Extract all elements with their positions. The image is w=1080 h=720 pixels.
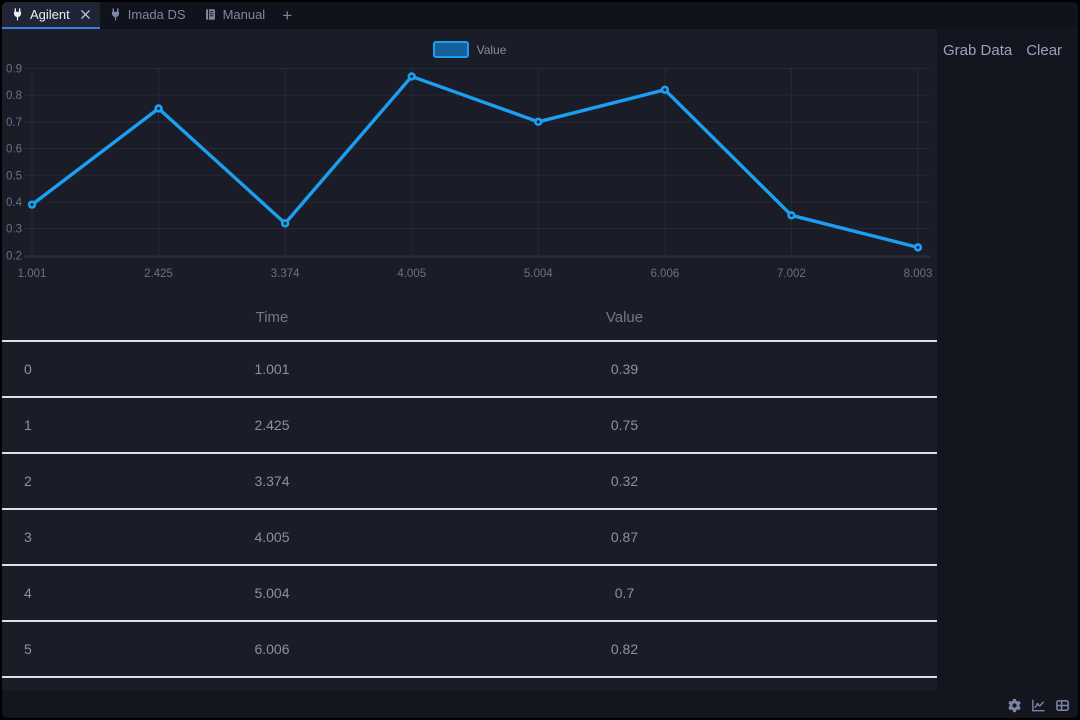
cell-value: 0.75 xyxy=(610,417,639,433)
chart-area: Value 0.2 0.3 0.4 0.5 0.6 0.7 0.8 0.9 1.001 2.425… xyxy=(2,29,937,295)
settings-icon[interactable] xyxy=(1007,698,1022,713)
table-row: 4 5.004 0.7 xyxy=(2,564,937,620)
data-point-center xyxy=(30,203,34,207)
plug-icon xyxy=(109,8,122,21)
cell-index: 4 xyxy=(24,585,32,601)
y-axis-tick-label: 0.9 xyxy=(6,63,22,75)
y-axis-tick-label: 0.2 xyxy=(6,250,22,262)
data-point-center xyxy=(157,106,161,110)
cell-value: 0.39 xyxy=(610,361,639,377)
tab-bar: Agilent Imada DS Manual + xyxy=(2,2,1078,29)
legend-swatch[interactable] xyxy=(432,41,469,58)
data-point-center xyxy=(410,74,414,78)
cell-value: 0.82 xyxy=(610,641,639,657)
x-axis-tick-label: 4.005 xyxy=(397,268,426,280)
table-row: 5 6.006 0.82 xyxy=(2,620,937,676)
data-point-center xyxy=(663,88,667,92)
add-tab-button[interactable]: + xyxy=(282,5,293,25)
x-axis-tick-label: 8.003 xyxy=(904,268,933,280)
line-chart-icon[interactable] xyxy=(1031,698,1046,713)
book-icon xyxy=(204,8,217,21)
cell-index: 5 xyxy=(24,641,32,657)
table-row: 2 3.374 0.32 xyxy=(2,452,937,508)
legend-label: Value xyxy=(476,42,507,57)
x-axis-tick-label: 2.425 xyxy=(144,268,173,280)
header-time: Time xyxy=(255,309,289,326)
data-point-center xyxy=(283,221,287,225)
table-row-partial xyxy=(2,676,937,690)
cell-time: 2.425 xyxy=(254,417,290,433)
clear-button[interactable]: Clear xyxy=(1026,42,1063,59)
x-axis-tick-label: 1.001 xyxy=(18,268,47,280)
y-axis-tick-label: 0.8 xyxy=(6,90,22,102)
y-axis-tick-label: 0.4 xyxy=(6,197,23,209)
x-axis-tick-label: 6.006 xyxy=(650,268,679,280)
data-point-center xyxy=(789,213,793,217)
cell-index: 3 xyxy=(24,529,32,545)
header-value: Value xyxy=(605,309,644,326)
tab-manual[interactable]: Manual xyxy=(195,2,275,29)
cell-value: 0.32 xyxy=(610,473,639,489)
x-axis-tick-label: 3.374 xyxy=(271,268,300,280)
cell-index: 2 xyxy=(24,473,32,489)
y-axis-tick-label: 0.5 xyxy=(6,170,22,182)
y-axis-tick-label: 0.3 xyxy=(6,224,22,236)
x-axis-tick-label: 5.004 xyxy=(524,268,553,280)
cell-time: 5.004 xyxy=(254,585,290,601)
series-line xyxy=(30,74,920,250)
table-row: 1 2.425 0.75 xyxy=(2,396,937,452)
cell-time: 6.006 xyxy=(254,641,290,657)
cell-time: 1.001 xyxy=(254,361,290,377)
plug-icon xyxy=(11,8,24,21)
table-header-row: Time Value xyxy=(2,295,937,340)
cell-value: 0.87 xyxy=(610,529,639,545)
table-row: 0 1.001 0.39 xyxy=(2,340,937,396)
data-point-center xyxy=(536,120,540,124)
table-icon[interactable] xyxy=(1055,698,1070,713)
status-bar xyxy=(1007,698,1070,713)
tab-label: Agilent xyxy=(30,7,70,22)
y-axis-tick-label: 0.7 xyxy=(6,117,22,129)
cell-time: 4.005 xyxy=(254,529,290,545)
side-toolbar: Grab Data Clear xyxy=(943,42,1062,59)
tab-imada-ds[interactable]: Imada DS xyxy=(100,2,195,29)
data-table: Time Value 0 1.001 0.39 1 2.425 0.75 2 3.374 0.3… xyxy=(2,295,937,690)
cell-time: 3.374 xyxy=(254,473,290,489)
y-axis-tick-label: 0.6 xyxy=(6,144,22,156)
main-panel: Value 0.2 0.3 0.4 0.5 0.6 0.7 0.8 0.9 1.001 2.425… xyxy=(2,29,937,690)
tab-label: Imada DS xyxy=(127,7,186,22)
tab-label: Manual xyxy=(222,7,266,22)
data-point-center xyxy=(916,245,920,249)
cell-index: 1 xyxy=(24,417,32,433)
cell-index: 0 xyxy=(24,361,32,377)
close-icon[interactable] xyxy=(80,9,91,20)
chart-legend[interactable]: Value xyxy=(2,41,937,58)
x-axis-tick-label: 7.002 xyxy=(777,268,806,280)
cell-value: 0.7 xyxy=(614,585,635,601)
chart-svg: 0.2 0.3 0.4 0.5 0.6 0.7 0.8 0.9 1.001 2.425 3.374 4… xyxy=(6,63,933,280)
tab-agilent[interactable]: Agilent xyxy=(2,2,100,29)
grab-data-button[interactable]: Grab Data xyxy=(943,42,1013,59)
table-row: 3 4.005 0.87 xyxy=(2,508,937,564)
